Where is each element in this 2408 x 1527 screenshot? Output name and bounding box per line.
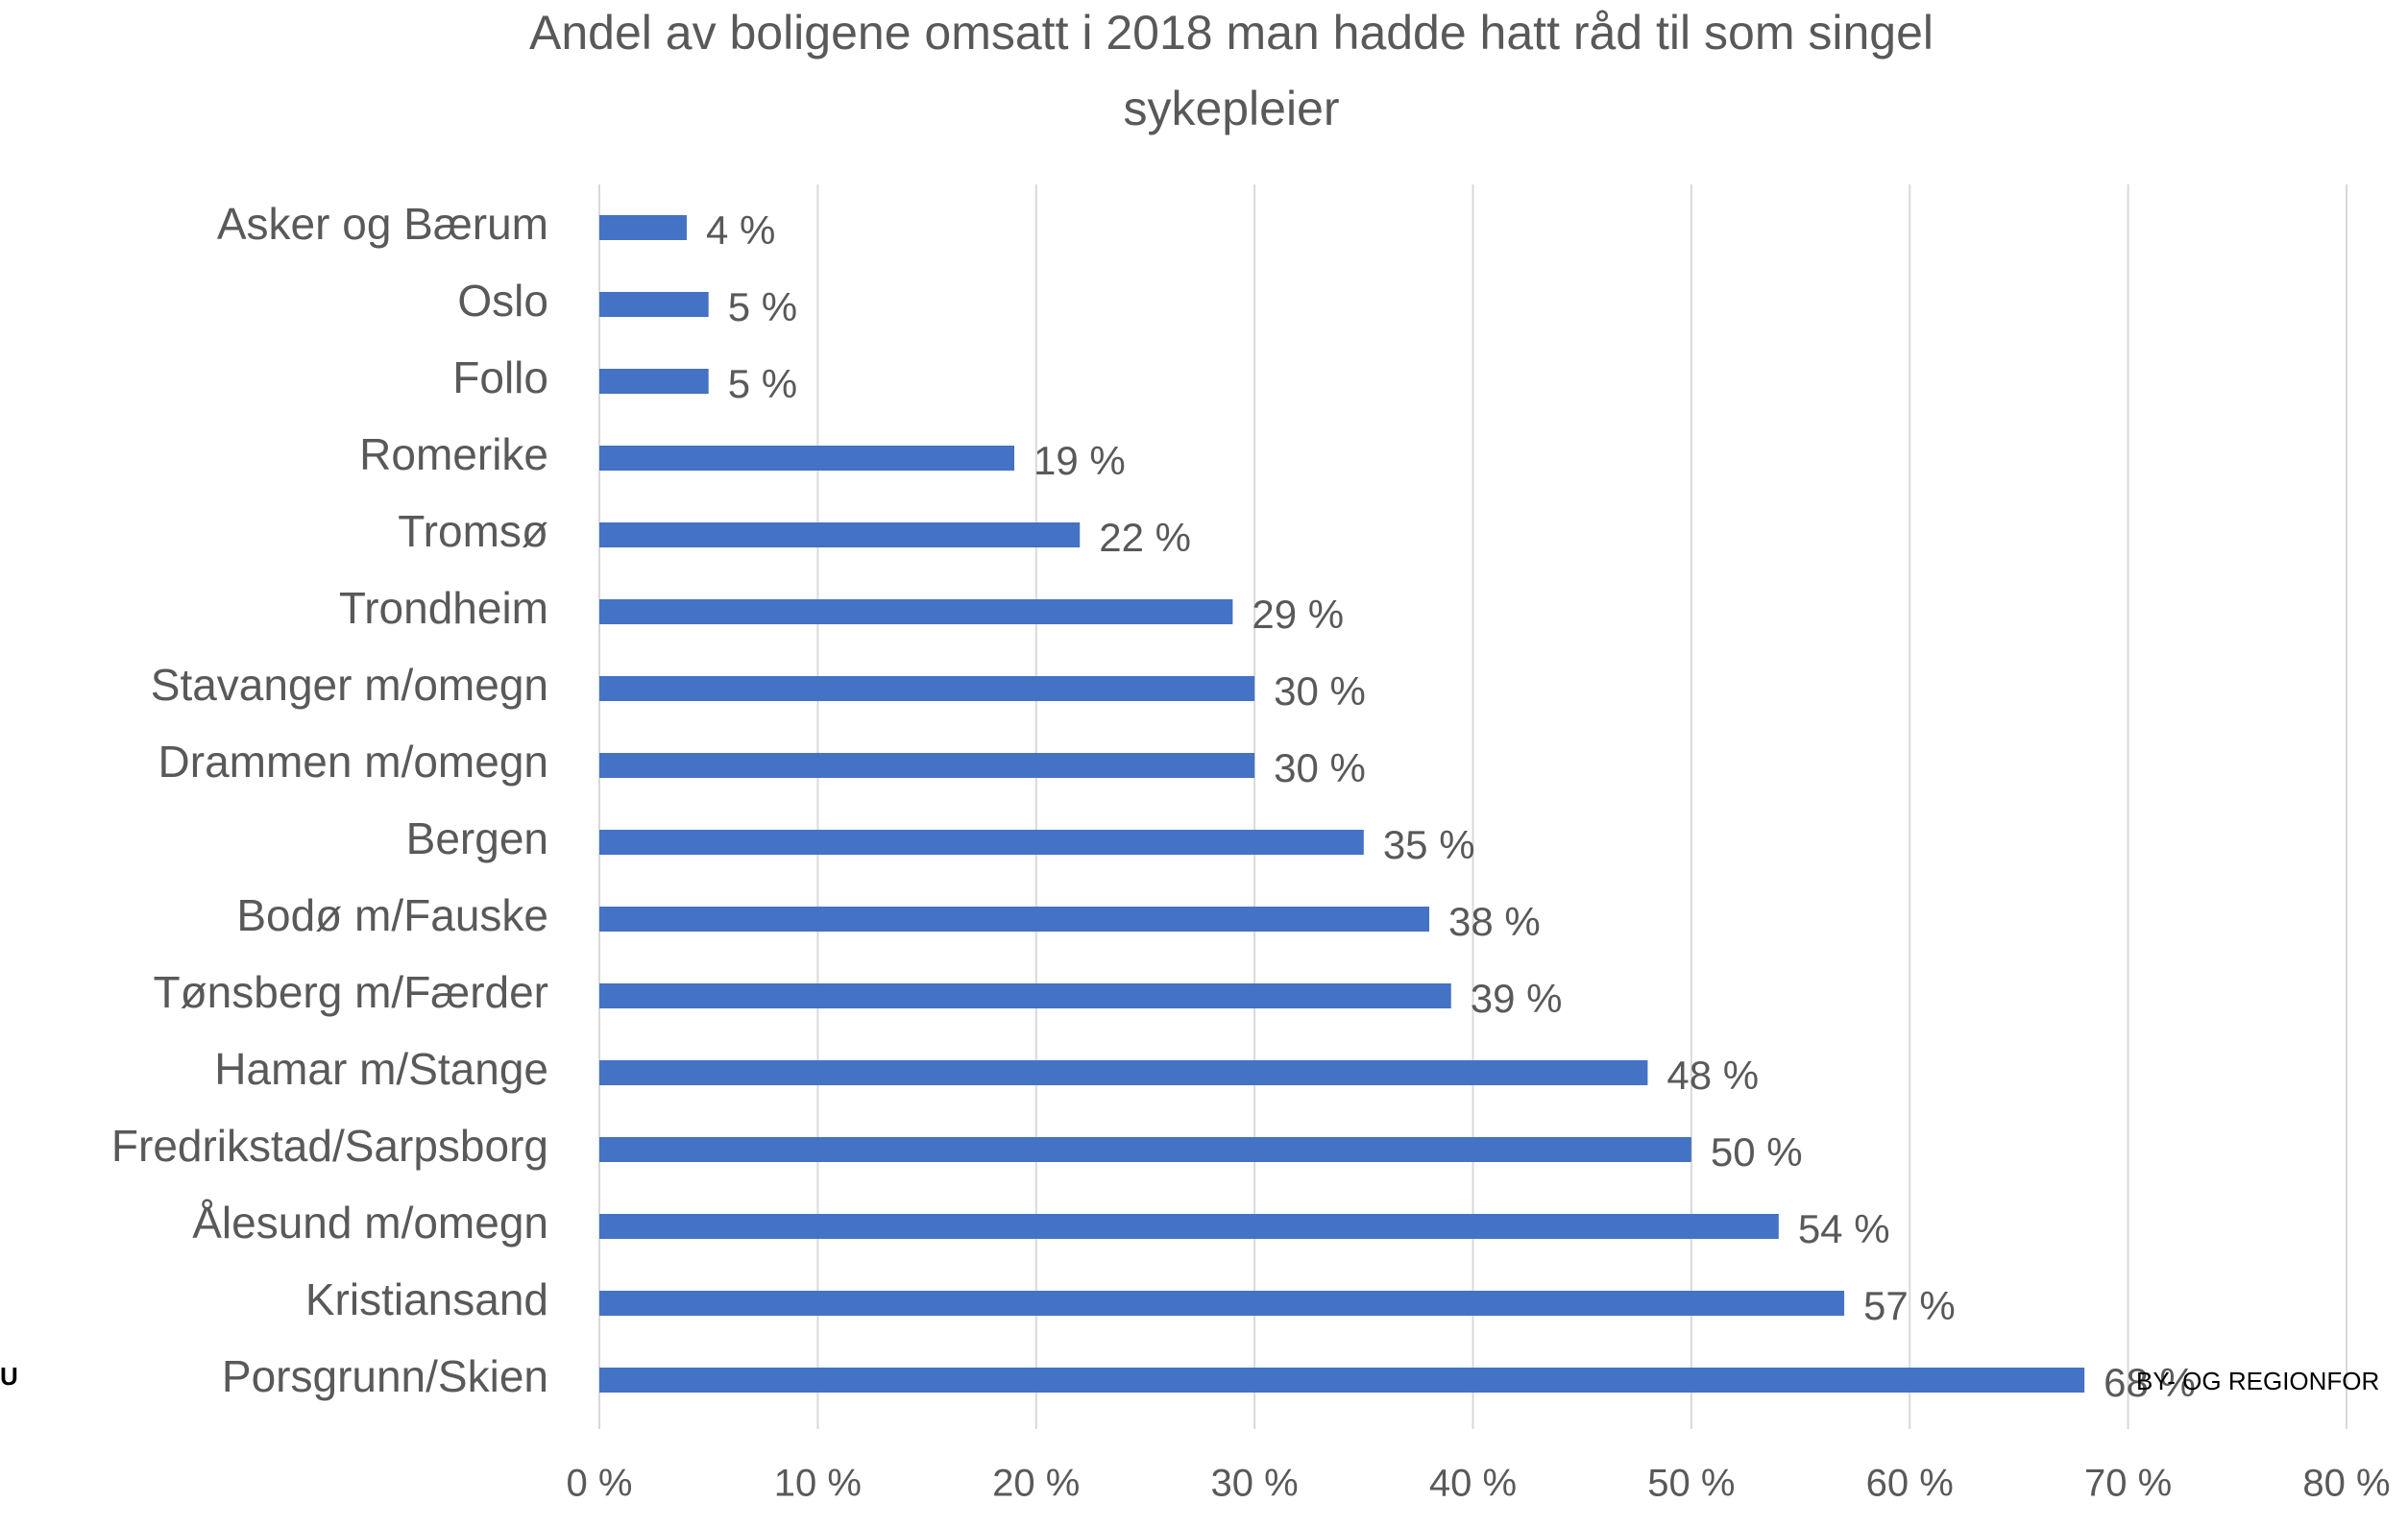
bar [599, 1060, 1648, 1085]
bar [599, 522, 1081, 547]
data-label: 39 % [1471, 976, 1563, 1021]
y-tick-label: Follo [452, 352, 548, 402]
bar [599, 1291, 1845, 1316]
x-tick-label: 0 % [567, 1463, 633, 1505]
y-tick-label: Tønsberg m/Færder [153, 967, 548, 1017]
data-label: 5 % [728, 361, 797, 406]
bar [599, 1214, 1779, 1239]
data-label: 35 % [1383, 822, 1475, 867]
data-label: 22 % [1099, 515, 1191, 560]
x-tick-label: 70 % [2084, 1463, 2172, 1505]
bar [599, 446, 1015, 471]
y-tick-label: Stavanger m/omegn [151, 660, 548, 710]
data-label: 54 % [1798, 1206, 1890, 1251]
y-tick-label: Ålesund m/omegn [192, 1198, 548, 1248]
y-tick-label: Romerike [359, 429, 548, 479]
bar [599, 983, 1451, 1008]
x-tick-label: 10 % [774, 1463, 862, 1505]
data-label: 4 % [706, 207, 775, 253]
y-tick-label: Kristiansand [305, 1274, 548, 1324]
data-label: 30 % [1274, 745, 1366, 790]
y-tick-label: Tromsø [398, 506, 548, 556]
bar [599, 369, 709, 394]
bar [599, 599, 1233, 624]
annotation: BY- OG REGIONFOR [2136, 1367, 2379, 1395]
data-label: 68 % [2104, 1360, 2196, 1405]
y-tick-label: Bergen [406, 813, 548, 863]
x-tick-label: 20 % [992, 1463, 1080, 1505]
bar [599, 1368, 2085, 1393]
data-label: 5 % [728, 284, 797, 329]
data-label: 50 % [1711, 1129, 1803, 1175]
y-tick-label: Trondheim [339, 583, 548, 633]
y-tick-label: Hamar m/Stange [214, 1044, 548, 1094]
bar [599, 215, 687, 240]
data-label: 30 % [1274, 668, 1366, 714]
x-tick-label: 50 % [1647, 1463, 1735, 1505]
y-tick-label: Oslo [457, 276, 548, 326]
y-tick-label: Asker og Bærum [217, 199, 548, 249]
data-label: 57 % [1863, 1283, 1956, 1328]
x-tick-label: 80 % [2302, 1463, 2390, 1505]
x-tick-label: 60 % [1866, 1463, 1954, 1505]
bar [599, 292, 709, 317]
data-label: 38 % [1448, 899, 1541, 944]
y-tick-label: Porsgrunn/Skien [222, 1351, 548, 1401]
x-tick-label: 30 % [1211, 1463, 1299, 1505]
y-tick-label: Drammen m/omegn [158, 737, 548, 787]
chart-title: sykepleier [1123, 82, 1339, 135]
bar [599, 907, 1430, 932]
y-tick-label: Bodø m/Fauske [236, 890, 548, 940]
data-label: 48 % [1666, 1053, 1759, 1098]
x-tick-label: 40 % [1429, 1463, 1517, 1505]
bar [599, 830, 1364, 855]
bar [599, 1137, 1691, 1162]
bar [599, 676, 1255, 701]
data-label: 29 % [1252, 592, 1344, 637]
y-tick-label: Fredrikstad/Sarpsborg [111, 1121, 548, 1171]
data-label: 19 % [1034, 438, 1126, 483]
bar [599, 753, 1255, 778]
chart-title: Andel av boligene omsatt i 2018 man hadd… [529, 6, 1934, 60]
annotation: U [0, 1362, 18, 1391]
